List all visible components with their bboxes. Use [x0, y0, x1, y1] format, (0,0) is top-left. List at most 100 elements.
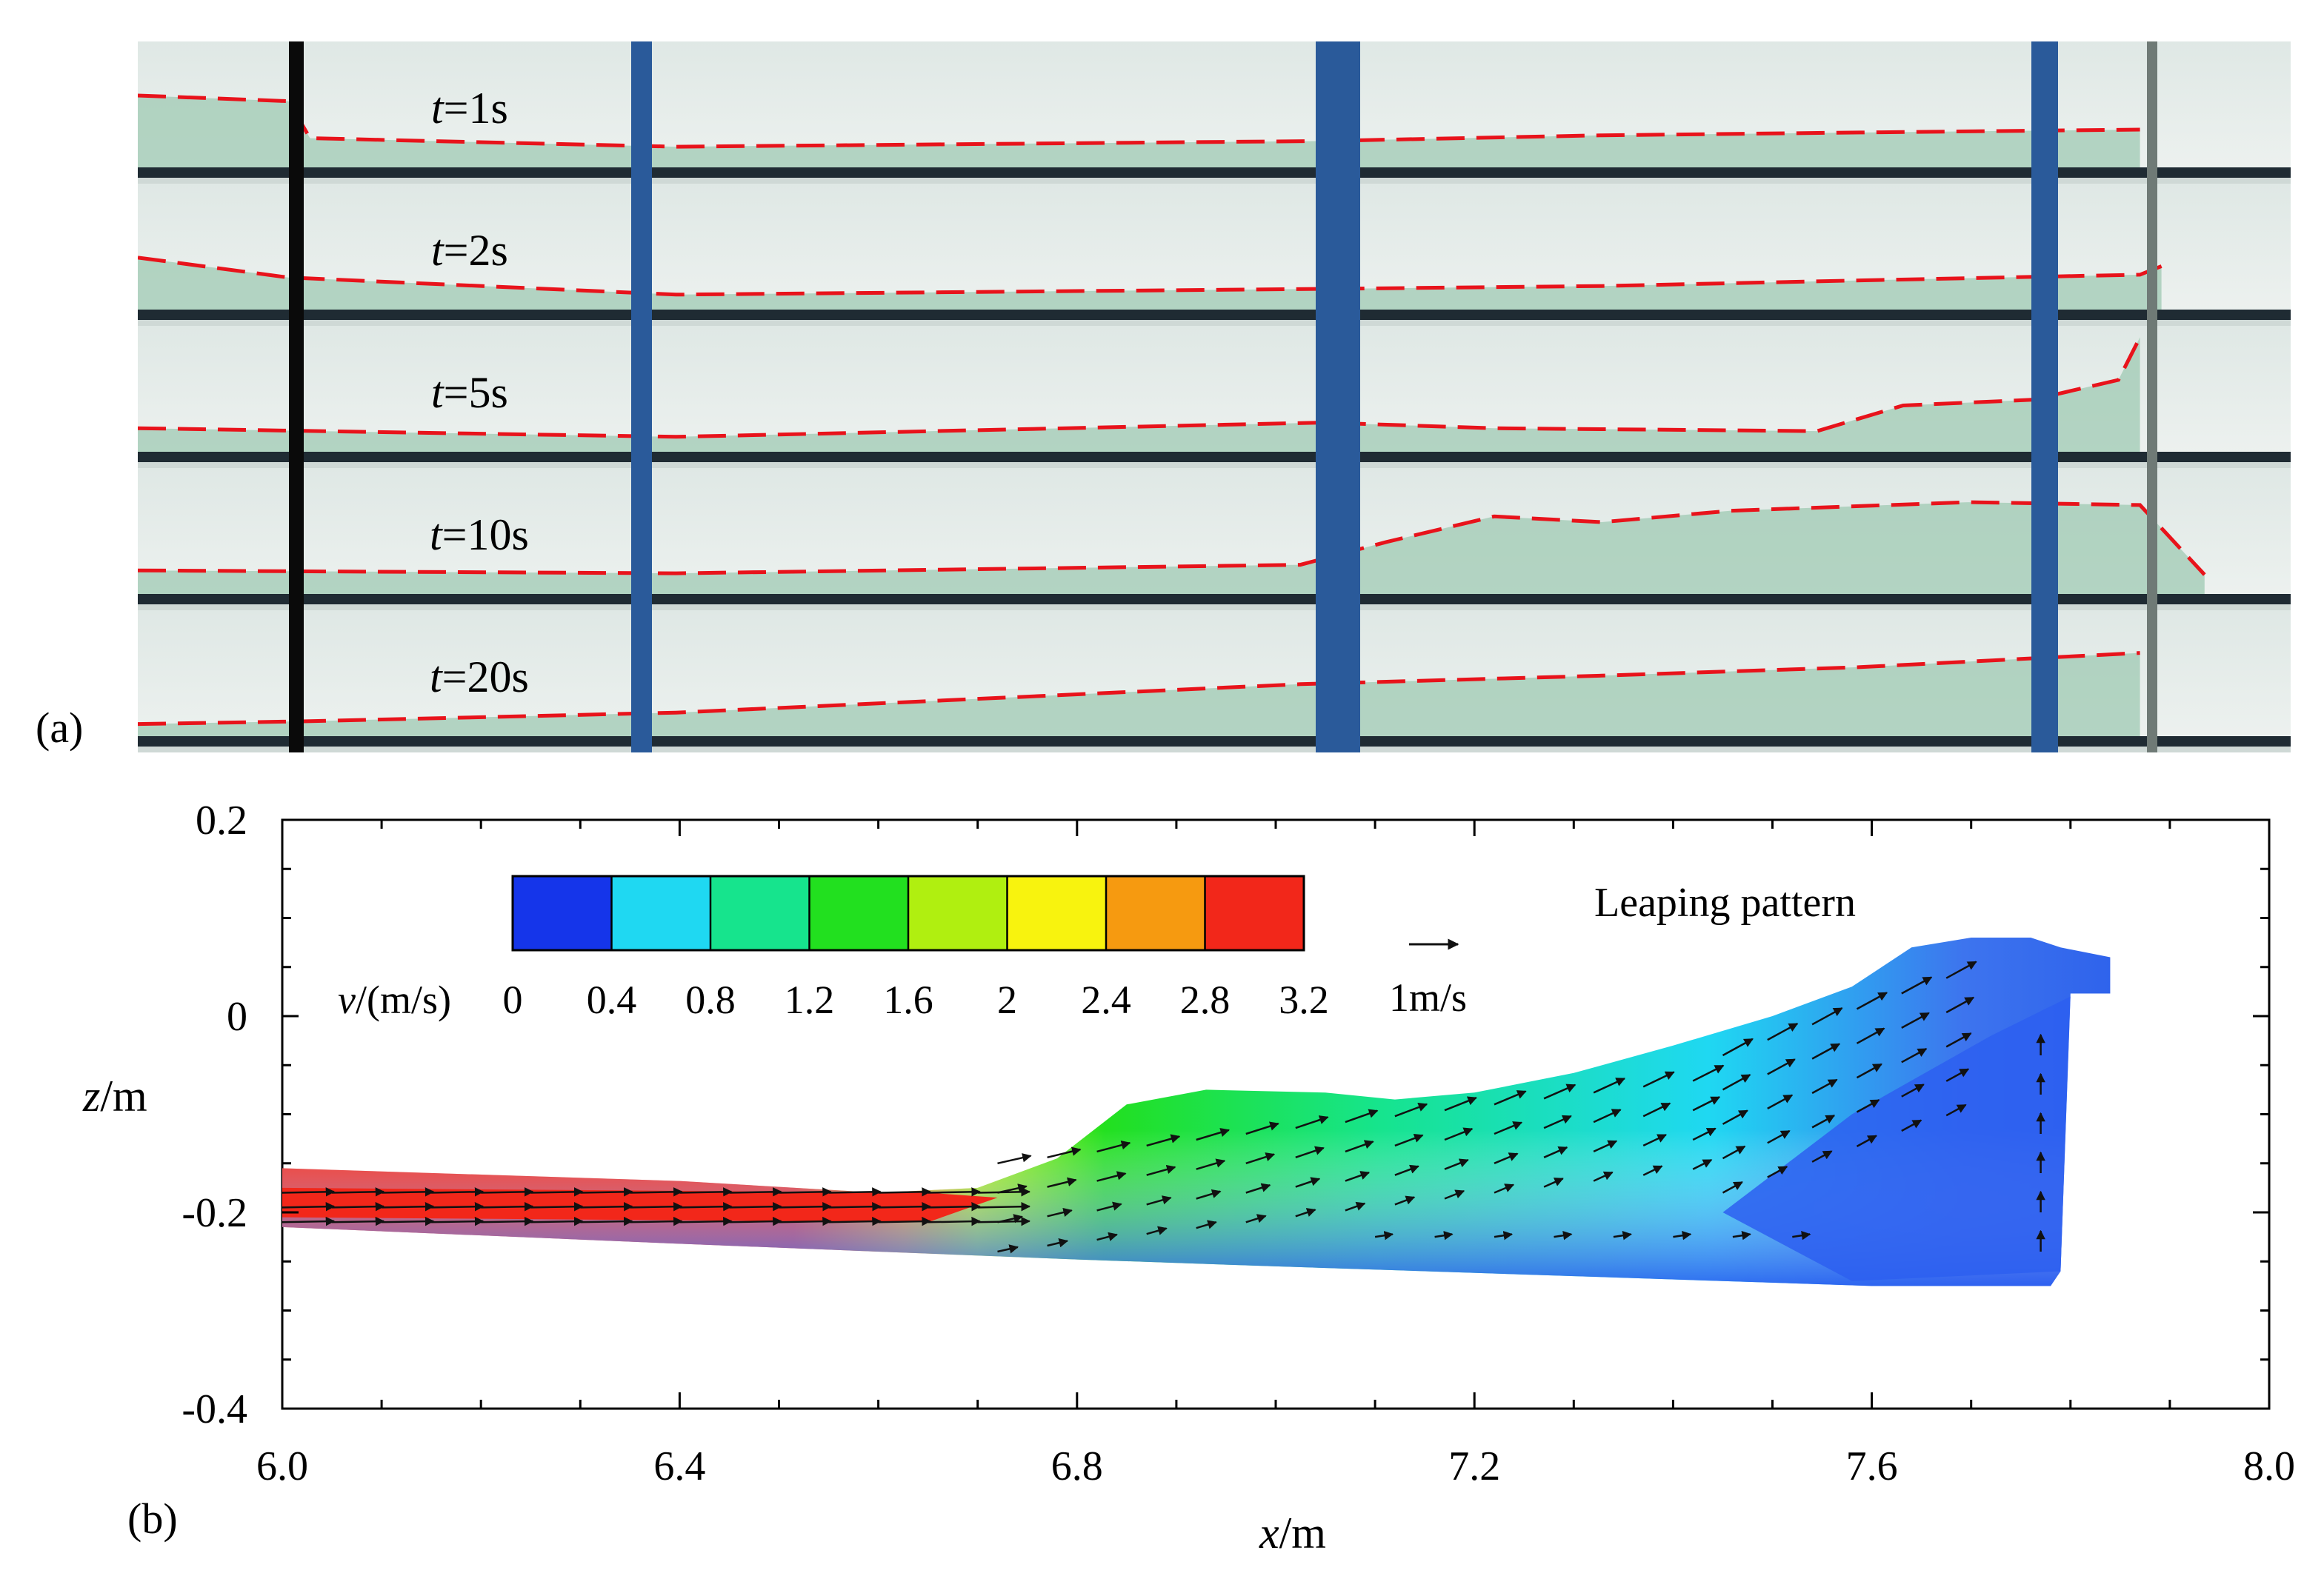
- velocity-vector: [1374, 1231, 1394, 1241]
- velocity-vector: [630, 1201, 683, 1212]
- velocity-vector: [282, 1201, 336, 1212]
- velocity-vector: [679, 1201, 733, 1212]
- velocity-vector: [997, 1214, 1023, 1223]
- snapshot-time-label: t=1s: [431, 84, 508, 133]
- velocity-vector: [630, 1216, 683, 1226]
- colorbar-variable-label: v/(m/s): [338, 978, 451, 1022]
- support-column: [631, 41, 652, 752]
- velocity-vector: [1146, 1134, 1181, 1147]
- velocity-vector: [1856, 1063, 1882, 1079]
- velocity-vector: [1146, 1226, 1168, 1235]
- velocity-vector: [828, 1201, 882, 1212]
- velocity-vector: [382, 1201, 435, 1212]
- velocity-vector: [530, 1216, 584, 1226]
- velocity-vector: [1494, 1121, 1523, 1135]
- x-tick-label: 6.4: [653, 1443, 705, 1489]
- velocity-vector: [1593, 1078, 1626, 1094]
- velocity-vector: [1642, 1165, 1663, 1176]
- support-column: [1316, 41, 1360, 752]
- velocity-vector: [1047, 1207, 1073, 1218]
- velocity-vector: [1543, 1146, 1568, 1158]
- velocity-vector: [1543, 1115, 1572, 1129]
- colorbar-tick-label: 2.8: [1180, 978, 1231, 1022]
- velocity-vector: [1767, 1129, 1791, 1144]
- colorbar-tick-label: 0.4: [587, 978, 637, 1022]
- velocity-vector: [1593, 1140, 1618, 1153]
- snapshot-time-label: t=5s: [431, 368, 508, 417]
- velocity-vector: [1494, 1090, 1527, 1106]
- velocity-vector: [1613, 1231, 1632, 1241]
- velocity-vector: [1196, 1128, 1230, 1141]
- reference-vector-label: 1m/s: [1389, 975, 1467, 1020]
- velocity-vector: [1146, 1164, 1176, 1176]
- velocity-vector: [1692, 1096, 1721, 1112]
- velocity-vector: [997, 1244, 1019, 1254]
- free-surface-line: [138, 256, 2162, 297]
- velocity-vector: [1901, 976, 1933, 995]
- velocity-vector: [1767, 1094, 1794, 1109]
- colorbar-segment: [809, 876, 908, 950]
- velocity-vector: [997, 1183, 1028, 1194]
- x-tick-label: 7.6: [1846, 1443, 1898, 1489]
- velocity-vector: [1345, 1140, 1374, 1153]
- velocity-vector: [828, 1216, 882, 1226]
- velocity-vector: [1096, 1232, 1118, 1241]
- colorbar-tick-label: 2.4: [1081, 978, 1131, 1022]
- velocity-vector: [580, 1216, 633, 1226]
- velocity-vector: [1856, 992, 1888, 1010]
- end-wall: [2147, 41, 2157, 752]
- x-axis-label: x/m: [1259, 1509, 1326, 1557]
- high-speed-jet-core: [282, 1187, 998, 1223]
- velocity-vector: [779, 1201, 832, 1212]
- y-tick-label: 0: [227, 994, 247, 1040]
- velocity-vector: [729, 1201, 782, 1212]
- free-surface-line: [138, 651, 2140, 727]
- velocity-vector: [1394, 1103, 1428, 1118]
- colorbar-tick-label: 3.2: [1279, 978, 1329, 1022]
- velocity-vector: [481, 1216, 534, 1226]
- velocity-vector: [1901, 1084, 1925, 1098]
- velocity-vector: [1767, 1058, 1796, 1075]
- velocity-vector: [878, 1201, 931, 1212]
- panel-a-label: (a): [36, 704, 83, 752]
- velocity-vector: [1295, 1208, 1316, 1218]
- colorbar-segment: [710, 876, 810, 950]
- recirculation-zone: [1722, 996, 2071, 1281]
- velocity-vector: [1394, 1164, 1419, 1176]
- velocity-vector: [1811, 1043, 1841, 1060]
- velocity-vector: [1811, 1115, 1836, 1129]
- colorbar-segment: [611, 876, 710, 950]
- velocity-vector: [1494, 1183, 1515, 1194]
- velocity-vector: [1245, 1152, 1276, 1164]
- colorbar: 0 0.4 0.8 1.2 1.6 2 2.4 2.8 3.2: [503, 875, 1329, 1022]
- velocity-vector: [1722, 1109, 1748, 1125]
- velocity-vector: [1811, 1150, 1833, 1163]
- velocity-vector: [1196, 1189, 1222, 1200]
- flume-floor-rail: [138, 736, 2291, 747]
- panel-b-label: (b): [127, 1495, 178, 1543]
- velocity-vector: [1722, 1038, 1754, 1057]
- velocity-vector: [878, 1216, 931, 1226]
- y-tick-label: -0.2: [182, 1190, 247, 1236]
- velocity-vector: [1494, 1231, 1514, 1241]
- velocity-vector: [1692, 1127, 1717, 1141]
- colorbar-segment: [908, 876, 1008, 950]
- velocity-vector: [1543, 1084, 1576, 1100]
- panel-a-photo-strip: [138, 41, 2291, 752]
- velocity-vector: [331, 1216, 385, 1226]
- velocity-vector: [1494, 1152, 1519, 1164]
- velocity-vector: [1722, 1145, 1746, 1160]
- support-column: [2031, 41, 2058, 752]
- velocity-vector: [1245, 1214, 1267, 1223]
- velocity-vector: [1146, 1195, 1172, 1206]
- snapshot-strip: [138, 326, 2291, 468]
- velocity-vector: [1593, 1171, 1614, 1182]
- velocity-vector: [530, 1201, 584, 1212]
- velocity-vector: [431, 1216, 485, 1226]
- colorbar-segment: [1007, 876, 1106, 950]
- velocity-vector: [1945, 1032, 1972, 1048]
- y-tick-label: -0.4: [182, 1386, 247, 1432]
- velocity-vector: [1444, 1096, 1477, 1112]
- colorbar-tick-label: 1.6: [883, 978, 933, 1022]
- velocity-vector: [1345, 1201, 1366, 1212]
